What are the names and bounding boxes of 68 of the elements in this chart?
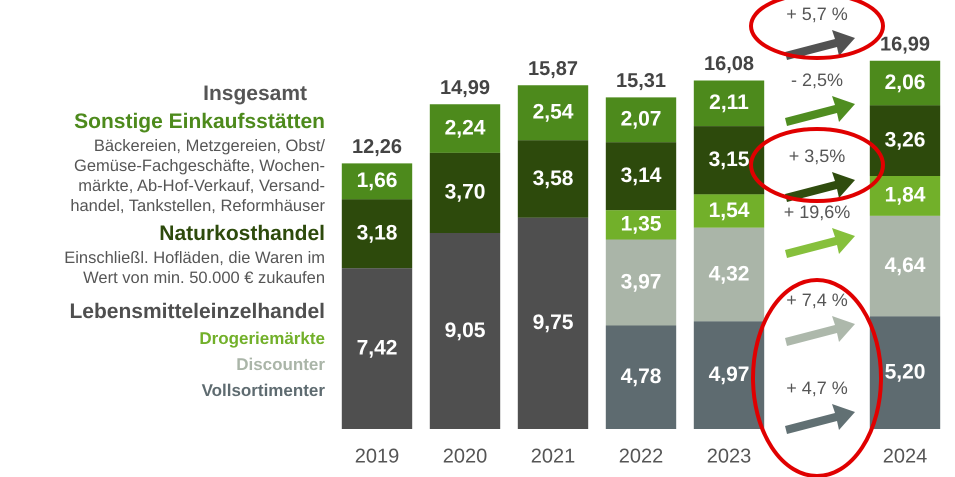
- total-label: 14,99: [440, 76, 490, 99]
- data-label: 3,58: [532, 166, 574, 190]
- text: Bäckereien, Metzgereien, Obst/ Gemüse-Fachgeschäfte, Wochen-märkte, Ab-Hof-Verkauf, Versand-handel, Tankstellen, Reformhäuser: [69, 136, 325, 216]
- data-label: 1,35: [620, 212, 662, 236]
- bar: [870, 316, 940, 429]
- data-label: 4,64: [884, 254, 926, 277]
- data-label: 1,54: [708, 198, 750, 222]
- annotation: + 4,7 %: [785, 377, 849, 399]
- data-label: 3,97: [620, 270, 662, 294]
- bar: [518, 140, 588, 218]
- series-label: Sonstige Einkaufsstätten: [73, 109, 325, 135]
- text: + 5,7 %: [785, 3, 849, 25]
- data-label: 3,70: [444, 180, 486, 204]
- data-label: 9,75: [532, 311, 574, 334]
- data-label: 1,66: [356, 169, 398, 192]
- data-label: 2,54: [532, 100, 574, 124]
- total-label: 15,87: [528, 58, 578, 80]
- bar: [606, 239, 676, 326]
- x-tick-label: 2020: [442, 446, 488, 468]
- x-tick-label: 2023: [706, 446, 752, 468]
- data-label: 3,18: [356, 222, 398, 245]
- text: Vollsortimenter: [200, 380, 325, 402]
- data-label: 7,42: [356, 336, 398, 360]
- total-label: 16,08: [704, 52, 754, 75]
- data-label: 3,26: [884, 128, 926, 152]
- data-label: 3,15: [708, 148, 750, 172]
- bar: [694, 321, 764, 429]
- bar: [430, 232, 500, 429]
- annotation: + 19,6%: [782, 201, 852, 223]
- data-label: 3,14: [620, 164, 662, 188]
- bar: [518, 218, 588, 429]
- total-label: 15,31: [616, 70, 666, 92]
- bar: [342, 199, 412, 268]
- series-label: Naturkosthandel: [158, 221, 325, 247]
- legend-title: Insgesamt: [202, 81, 307, 107]
- data-label: 2,06: [884, 70, 926, 94]
- data-label: 2,11: [709, 91, 750, 114]
- data-label: 2,24: [444, 116, 486, 140]
- x-tick-label: 2019: [354, 446, 400, 468]
- text: Discounter: [235, 354, 325, 376]
- bar: [606, 325, 676, 429]
- total-label: 12,26: [352, 136, 402, 158]
- bar: [694, 80, 764, 126]
- bar: [342, 268, 412, 429]
- data-label: 4,78: [620, 365, 662, 388]
- bar: [606, 142, 676, 210]
- data-label: 4,97: [708, 362, 750, 386]
- bar: [870, 216, 940, 316]
- bar: [518, 85, 588, 140]
- annotation: + 3,5%: [788, 145, 846, 167]
- data-label: 5,20: [884, 360, 926, 384]
- total-label: 16,99: [880, 33, 930, 56]
- series-label: Lebensmitteleinzelhandel: [68, 299, 325, 325]
- x-tick-label: 2021: [530, 446, 576, 468]
- data-label: 1,84: [884, 184, 926, 207]
- data-label: 4,32: [708, 262, 750, 286]
- bar: [694, 228, 764, 322]
- bar: [430, 104, 500, 153]
- text: Einschließl. Hofläden, die Waren im Wert von min. 50.000 € zukaufen: [63, 248, 325, 288]
- text: Drogeriemärkte: [198, 328, 325, 350]
- data-label: 2,07: [620, 108, 662, 131]
- x-tick-label: 2022: [618, 446, 664, 468]
- bar: [430, 152, 500, 233]
- data-label: 9,05: [444, 318, 486, 342]
- x-tick-label: 2024: [882, 446, 928, 468]
- annotation: + 7,4 %: [785, 289, 849, 311]
- bar: [606, 97, 676, 142]
- annotation: - 2,5%: [790, 69, 844, 91]
